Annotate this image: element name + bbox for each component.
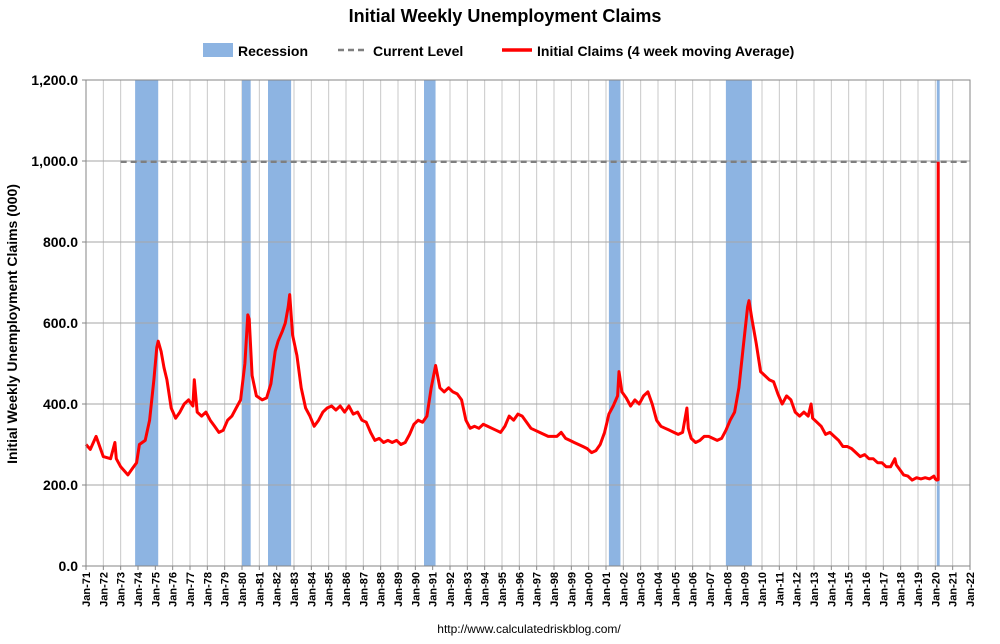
y-axis: 0.0 200.0 400.0 600.0 800.0 1,000.0 1,200.0 — [31, 72, 86, 574]
x-tick-label: Jan-81 — [254, 572, 266, 607]
x-tick-label: Jan-84 — [306, 571, 318, 607]
y-tick-label: 600.0 — [43, 315, 78, 331]
x-tick-label: Jan-74 — [133, 571, 145, 607]
legend-label-initial-claims: Initial Claims (4 week moving Average) — [537, 43, 794, 59]
x-tick-label: Jan-08 — [722, 572, 734, 607]
x-tick-label: Jan-06 — [688, 572, 700, 607]
x-tick-label: Jan-16 — [861, 572, 873, 607]
x-tick-label: Jan-75 — [150, 572, 162, 607]
x-tick-label: Jan-21 — [948, 572, 960, 607]
x-tick-label: Jan-95 — [497, 572, 509, 607]
legend-label-current-level: Current Level — [373, 43, 463, 59]
legend-label-recession: Recession — [238, 43, 308, 59]
x-tick-label: Jan-78 — [202, 572, 214, 607]
y-tick-label: 1,000.0 — [31, 153, 78, 169]
y-tick-label: 200.0 — [43, 477, 78, 493]
y-tick-label: 400.0 — [43, 396, 78, 412]
x-tick-label: Jan-72 — [98, 572, 110, 607]
y-tick-label: 1,200.0 — [31, 72, 78, 88]
x-tick-label: Jan-73 — [116, 572, 128, 607]
y-axis-label: Initial Weekly Unemployment Claims (000) — [4, 184, 20, 464]
x-tick-label: Jan-71 — [81, 572, 93, 607]
x-tick-label: Jan-07 — [705, 572, 717, 607]
x-tick-label: Jan-05 — [670, 572, 682, 607]
x-tick-label: Jan-22 — [965, 572, 977, 607]
series-line-initial-claims — [84, 161, 940, 482]
x-tick-label: Jan-97 — [532, 572, 544, 607]
x-tick-label: Jan-01 — [601, 572, 613, 607]
y-tick-label: 800.0 — [43, 234, 78, 250]
y-tick-label: 0.0 — [59, 558, 79, 574]
x-tick-label: Jan-91 — [428, 572, 440, 607]
x-tick-label: Jan-14 — [826, 571, 838, 607]
x-tick-label: Jan-92 — [445, 572, 457, 607]
x-tick-label: Jan-09 — [740, 572, 752, 607]
series-lines — [84, 161, 940, 482]
x-tick-label: Jan-19 — [913, 572, 925, 607]
x-tick-label: Jan-82 — [272, 572, 284, 607]
source-url: http://www.calculatedriskblog.com/ — [437, 622, 621, 636]
x-tick-label: Jan-18 — [896, 572, 908, 607]
x-tick-label: Jan-80 — [237, 572, 249, 607]
x-tick-label: Jan-10 — [757, 572, 769, 607]
x-tick-label: Jan-88 — [376, 572, 388, 607]
x-tick-label: Jan-90 — [410, 572, 422, 607]
x-tick-label: Jan-87 — [358, 572, 370, 607]
x-tick-label: Jan-86 — [341, 572, 353, 607]
chart-title: Initial Weekly Unemployment Claims — [349, 6, 662, 26]
x-tick-label: Jan-89 — [393, 572, 405, 607]
x-tick-label: Jan-77 — [185, 572, 197, 607]
x-tick-label: Jan-83 — [289, 572, 301, 607]
x-tick-label: Jan-20 — [930, 572, 942, 607]
x-tick-label: Jan-03 — [636, 572, 648, 607]
x-tick-label: Jan-98 — [549, 572, 561, 607]
x-tick-label: Jan-94 — [480, 571, 492, 607]
x-tick-label: Jan-13 — [809, 572, 821, 607]
x-tick-label: Jan-04 — [653, 571, 665, 607]
x-tick-label: Jan-11 — [774, 572, 786, 606]
x-tick-label: Jan-15 — [844, 572, 856, 607]
legend-swatch-recession — [203, 43, 233, 57]
x-tick-label: Jan-17 — [878, 572, 890, 607]
x-tick-label: Jan-96 — [514, 572, 526, 607]
x-tick-label: Jan-76 — [168, 572, 180, 607]
x-tick-label: Jan-93 — [462, 572, 474, 607]
x-tick-label: Jan-02 — [618, 572, 630, 607]
x-tick-label: Jan-99 — [566, 572, 578, 607]
x-axis: Jan-71 Jan-72 Jan-73 Jan-74 Jan-75 Jan-76 Jan-… — [81, 566, 977, 607]
x-tick-label: Jan-00 — [584, 572, 596, 607]
x-tick-label: Jan-85 — [324, 572, 336, 607]
x-tick-label: Jan-12 — [792, 572, 804, 607]
legend: Recession Current Level Initial Claims (… — [203, 43, 794, 59]
x-tick-label: Jan-79 — [220, 572, 232, 607]
horizontal-gridlines — [86, 79, 970, 567]
